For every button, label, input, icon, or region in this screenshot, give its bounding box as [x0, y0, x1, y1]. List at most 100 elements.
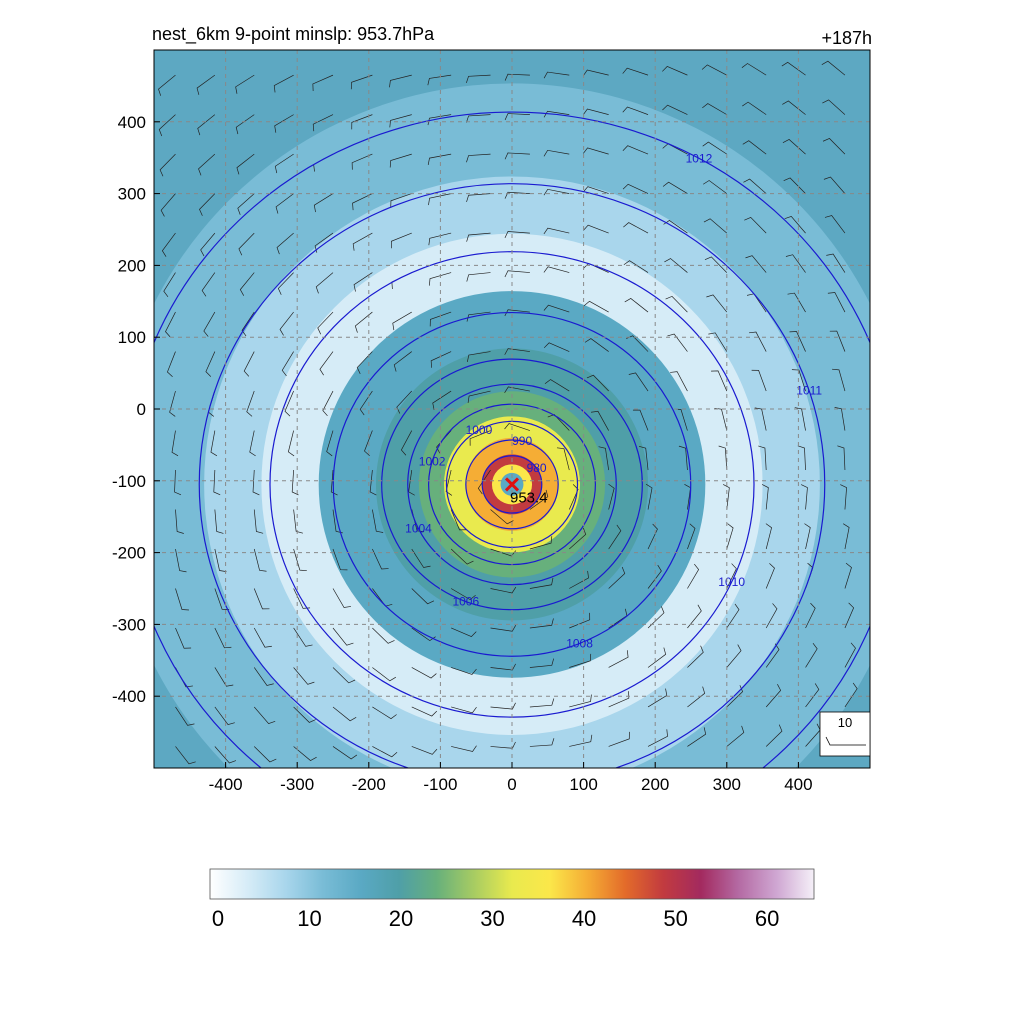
wind-barb-293: [800, 484, 808, 510]
wind-barb-49: [238, 232, 255, 256]
wind-barb-32: [199, 193, 216, 216]
wind-barb-98: [364, 430, 373, 457]
wind-barb-122: [390, 193, 412, 208]
wind-barb-299: [785, 254, 806, 273]
wind-barb-95: [372, 548, 389, 570]
colorbar-tick-60: 60: [755, 906, 779, 931]
wind-barb-165: [529, 618, 554, 629]
wind-barb-88: [312, 114, 334, 132]
wind-barb-52: [235, 114, 255, 135]
wind-barb-315: [829, 330, 846, 352]
isobar-label-1012: 1012: [686, 151, 713, 165]
wind-barb-152: [469, 430, 491, 446]
wind-barb-285: [742, 101, 767, 115]
wind-barb-43: [252, 470, 260, 496]
wind-barb-188: [544, 379, 570, 392]
wind-barb-119: [392, 311, 412, 331]
wind-barb-70: [274, 114, 294, 133]
wind-barb-181: [569, 653, 592, 668]
storm-center: 953.4: [504, 477, 548, 506]
isobar-label-990: 990: [512, 434, 532, 448]
wind-barb-174: [504, 231, 530, 238]
wind-barb-250: [662, 66, 688, 76]
wind-barb-187: [547, 414, 570, 431]
x-tick--200: -200: [352, 775, 386, 794]
wind-barb-71: [273, 74, 294, 93]
wind-barb-29: [203, 311, 216, 337]
wind-barb-105: [351, 153, 373, 170]
wind-barb-317: [826, 253, 846, 273]
wind-barb-295: [794, 407, 806, 431]
wind-barb-186: [556, 447, 570, 471]
wind-barb-164: [529, 658, 555, 668]
wind-barb-273: [765, 563, 775, 589]
wind-barb-320: [822, 138, 846, 155]
wind-barb-195: [543, 110, 570, 118]
wind-barb-11: [165, 311, 176, 338]
wind-barb-279: [749, 331, 767, 352]
wind-barb-229: [622, 183, 649, 194]
wind-barb-133: [445, 469, 453, 496]
wind-barb-318: [824, 215, 846, 234]
wind-barb-223: [632, 409, 649, 431]
wind-barb-42: [253, 509, 264, 534]
colorbar-bar: [209, 868, 815, 900]
colorbar-tick-50: 50: [663, 906, 687, 931]
wind-barb-91: [372, 706, 397, 720]
colorbar-tick-30: 30: [480, 906, 504, 931]
wind-barb-194: [543, 149, 570, 157]
wind-barb-176: [504, 152, 530, 160]
wind-barb-15: [159, 153, 176, 177]
wind-barb-278: [751, 369, 767, 392]
wind-barb-17: [158, 74, 176, 96]
wind-barb-18: [214, 746, 237, 764]
wind-barb-28: [205, 351, 216, 377]
y-tick-200: 200: [118, 256, 146, 275]
wind-barb-312: [837, 445, 846, 471]
wind-key-box: [819, 711, 871, 757]
wind-barb-66: [277, 272, 294, 295]
wind-barb-50: [237, 193, 255, 215]
wind-barb-46: [243, 351, 255, 377]
isobar-label-1008: 1008: [566, 636, 593, 650]
wind-barb-251: [726, 725, 745, 747]
wind-barb-183: [569, 570, 589, 589]
wind-barb-283: [743, 178, 767, 194]
wind-barb-36: [253, 746, 277, 763]
wind-barb-101: [354, 311, 373, 333]
wind-barb-22: [214, 588, 230, 610]
wind-barb-76: [332, 588, 352, 608]
wind-barb-115: [408, 469, 415, 496]
wind-barb-268: [701, 64, 727, 76]
wind-barb-24: [214, 509, 224, 534]
wind-barb-55: [293, 706, 316, 723]
wind-key-barb: [825, 736, 866, 746]
wind-barb-0: [175, 746, 196, 765]
wind-barb-92: [372, 667, 397, 682]
wind-barb-265: [703, 180, 728, 194]
wind-barb-3: [175, 627, 192, 649]
wind-barb-310: [843, 523, 850, 550]
y-tick--300: -300: [112, 615, 146, 634]
wind-barb-153: [467, 390, 491, 403]
wind-barb-112: [411, 588, 435, 605]
wind-barb-12: [163, 272, 176, 298]
wind-barb-160: [466, 114, 491, 123]
wind-barb-275: [761, 484, 769, 510]
wind-key: 10: [819, 711, 871, 757]
wind-barb-255: [726, 563, 737, 589]
wind-barb-9: [169, 390, 176, 417]
wind-barb-230: [622, 145, 649, 155]
isobar-1008: 1008: [332, 311, 692, 657]
wind-barb-227: [623, 260, 649, 273]
wind-barb-203: [608, 483, 615, 510]
wind-barb-142: [427, 114, 452, 126]
wind-barb-8: [171, 430, 179, 457]
wind-barb-292: [804, 523, 811, 550]
wind-barb-231: [622, 106, 649, 115]
wind-barb-222: [638, 445, 649, 471]
wind-barb-151: [477, 469, 491, 495]
wind-barb-169: [504, 423, 531, 431]
wind-barb-233: [687, 727, 707, 747]
